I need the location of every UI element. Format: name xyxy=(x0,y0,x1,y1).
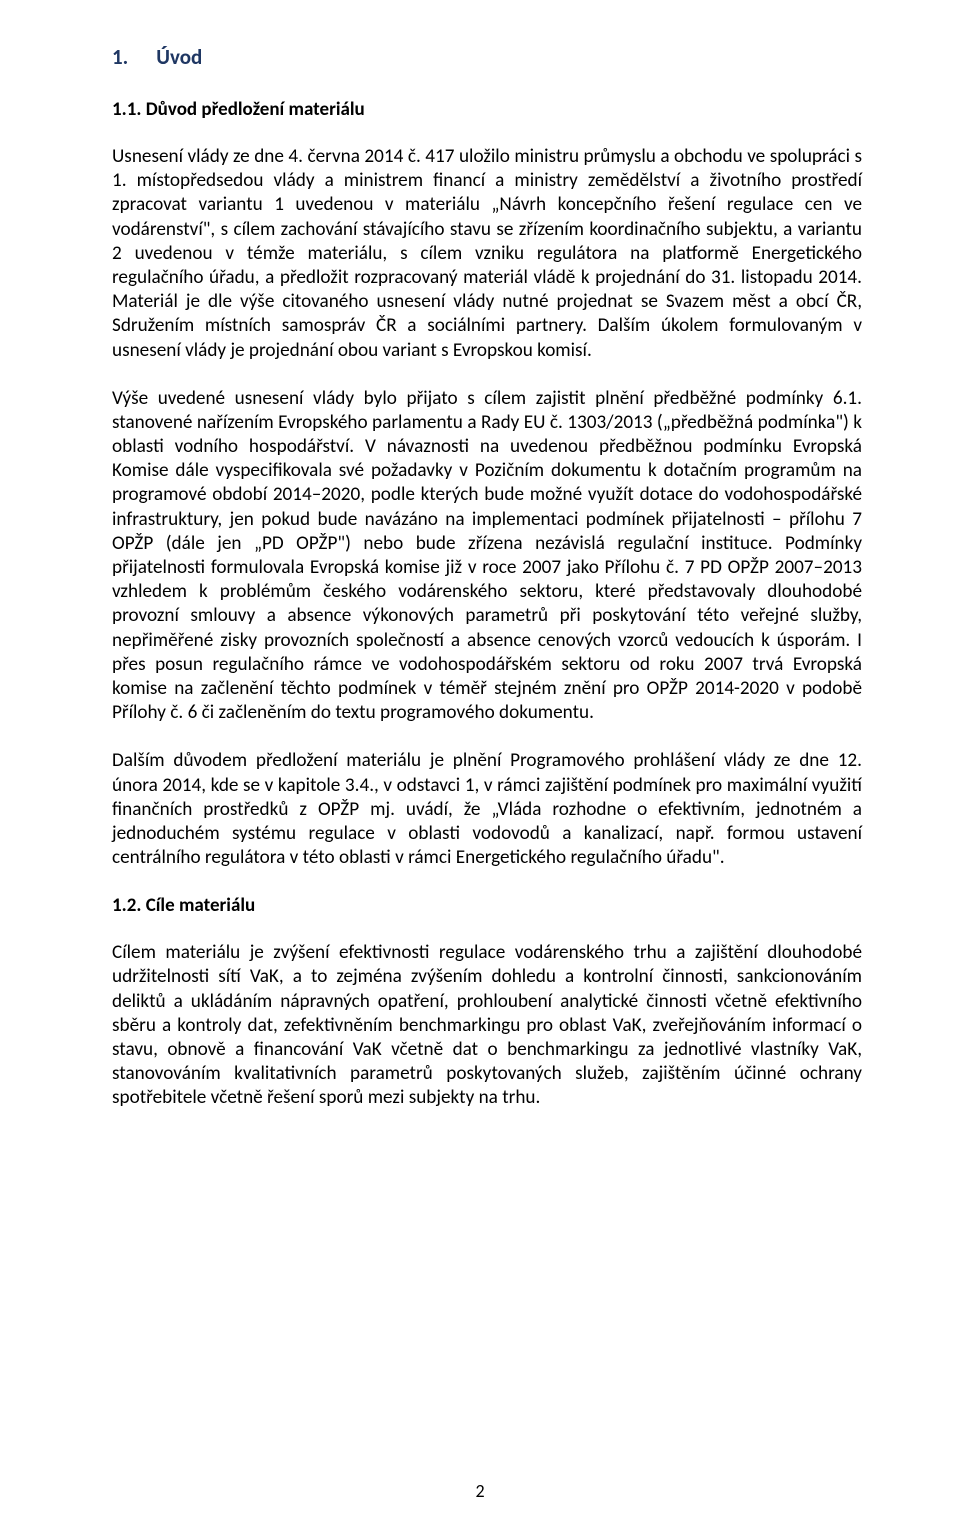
heading-1-number: 1. xyxy=(112,44,128,70)
heading-1-text: Úvod xyxy=(156,44,202,70)
paragraph-3: Dalším důvodem předložení materiálu je p… xyxy=(112,749,862,870)
page-number: 2 xyxy=(0,1480,960,1502)
heading-1: 1. Úvod xyxy=(112,44,862,70)
paragraph-2: Výše uvedené usnesení vlády bylo přijato… xyxy=(112,387,862,726)
heading-1-2: 1.2. Cíle materiálu xyxy=(112,894,862,917)
paragraph-4: Cílem materiálu je zvýšení efektivnosti … xyxy=(112,941,862,1110)
heading-1-1: 1.1. Důvod předložení materiálu xyxy=(112,98,862,121)
paragraph-1: Usnesení vlády ze dne 4. června 2014 č. … xyxy=(112,145,862,363)
